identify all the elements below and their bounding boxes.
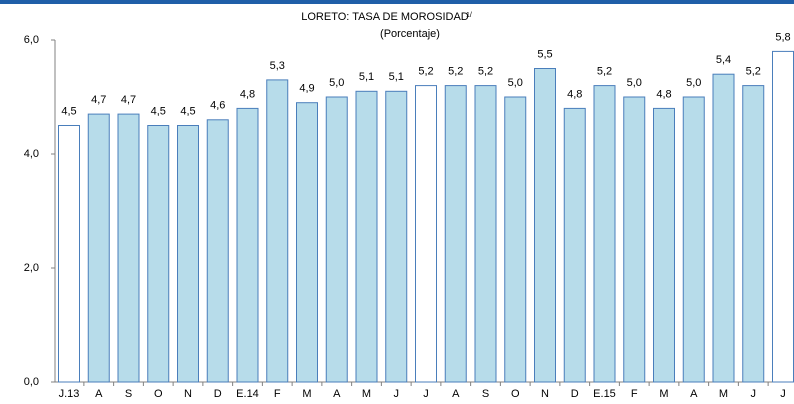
value-label: 5,0 — [508, 77, 523, 89]
bar — [87, 113, 110, 383]
bar — [177, 125, 199, 383]
bar — [236, 107, 259, 383]
value-label: 4,6 — [210, 100, 225, 112]
bar — [772, 50, 794, 383]
x-tick-label: N — [541, 388, 549, 400]
x-tick-label: A — [452, 388, 460, 400]
value-label: 5,2 — [746, 66, 761, 78]
y-tick-label: 0,0 — [24, 376, 39, 388]
bar — [563, 107, 586, 383]
x-tick-label: M — [659, 388, 668, 400]
chart-title: LORETO: TASA DE MOROSIDAD — [301, 11, 469, 23]
x-tick-label: A — [333, 388, 341, 400]
bar — [415, 85, 437, 383]
value-label: 5,1 — [389, 71, 404, 83]
bar — [58, 125, 80, 383]
x-tick-label: N — [184, 388, 192, 400]
bar — [474, 85, 497, 383]
x-tick-label: O — [511, 388, 520, 400]
x-tick-label: M — [362, 388, 371, 400]
bar — [593, 85, 616, 383]
x-tick-label: S — [125, 388, 132, 400]
y-tick-label: 2,0 — [24, 262, 39, 274]
y-tick-label: 6,0 — [24, 34, 39, 46]
x-tick-label: E.14 — [236, 388, 259, 400]
y-tick-label: 4,0 — [24, 148, 39, 160]
value-label: 4,5 — [151, 105, 166, 117]
value-label: 5,2 — [597, 66, 612, 78]
value-label: 5,2 — [418, 66, 433, 78]
x-tick-label: D — [571, 388, 579, 400]
value-label: 4,8 — [656, 88, 671, 100]
value-label: 4,5 — [180, 105, 195, 117]
bar — [742, 85, 765, 383]
value-label: 5,4 — [716, 54, 731, 66]
bar — [712, 73, 735, 383]
x-tick-label: J — [394, 388, 400, 400]
value-label: 4,7 — [91, 94, 106, 106]
x-tick-label: F — [631, 388, 638, 400]
bar — [534, 68, 556, 383]
bar — [623, 96, 646, 383]
x-tick-label: S — [482, 388, 489, 400]
bar — [266, 79, 289, 383]
x-tick-label: J — [780, 388, 786, 400]
bar — [147, 125, 170, 383]
x-tick-label: J — [751, 388, 757, 400]
value-label: 5,8 — [775, 31, 790, 43]
x-tick-label: M — [719, 388, 728, 400]
value-label: 4,9 — [299, 83, 314, 95]
value-label: 4,8 — [567, 88, 582, 100]
x-tick-label: A — [690, 388, 698, 400]
bar — [355, 90, 378, 383]
bar — [653, 107, 675, 383]
bar — [682, 96, 705, 383]
bar — [504, 96, 527, 383]
x-tick-label: F — [274, 388, 281, 400]
value-label: 5,0 — [329, 77, 344, 89]
value-label: 4,8 — [240, 88, 255, 100]
title-note: 1/ — [466, 12, 472, 19]
x-tick-label: J — [423, 388, 429, 400]
value-label: 5,2 — [448, 66, 463, 78]
x-tick-label: E.15 — [593, 388, 616, 400]
bar — [296, 102, 318, 383]
value-label: 5,0 — [627, 77, 642, 89]
bar — [325, 96, 348, 383]
x-tick-label: J.13 — [59, 388, 80, 400]
chart-subtitle: (Porcentaje) — [380, 28, 440, 40]
x-tick-label: D — [214, 388, 222, 400]
x-tick-label: A — [95, 388, 103, 400]
value-label: 5,2 — [478, 66, 493, 78]
bar — [206, 119, 229, 383]
value-label: 5,3 — [270, 60, 285, 72]
value-label: 4,5 — [61, 105, 76, 117]
value-label: 5,0 — [686, 77, 701, 89]
value-label: 5,1 — [359, 71, 374, 83]
value-label: 5,5 — [537, 48, 552, 60]
bar — [444, 85, 467, 383]
top-border — [0, 0, 794, 4]
value-label: 4,7 — [121, 94, 136, 106]
x-tick-label: O — [154, 388, 163, 400]
x-tick-label: M — [302, 388, 311, 400]
bar — [117, 113, 140, 383]
bar — [385, 90, 408, 383]
